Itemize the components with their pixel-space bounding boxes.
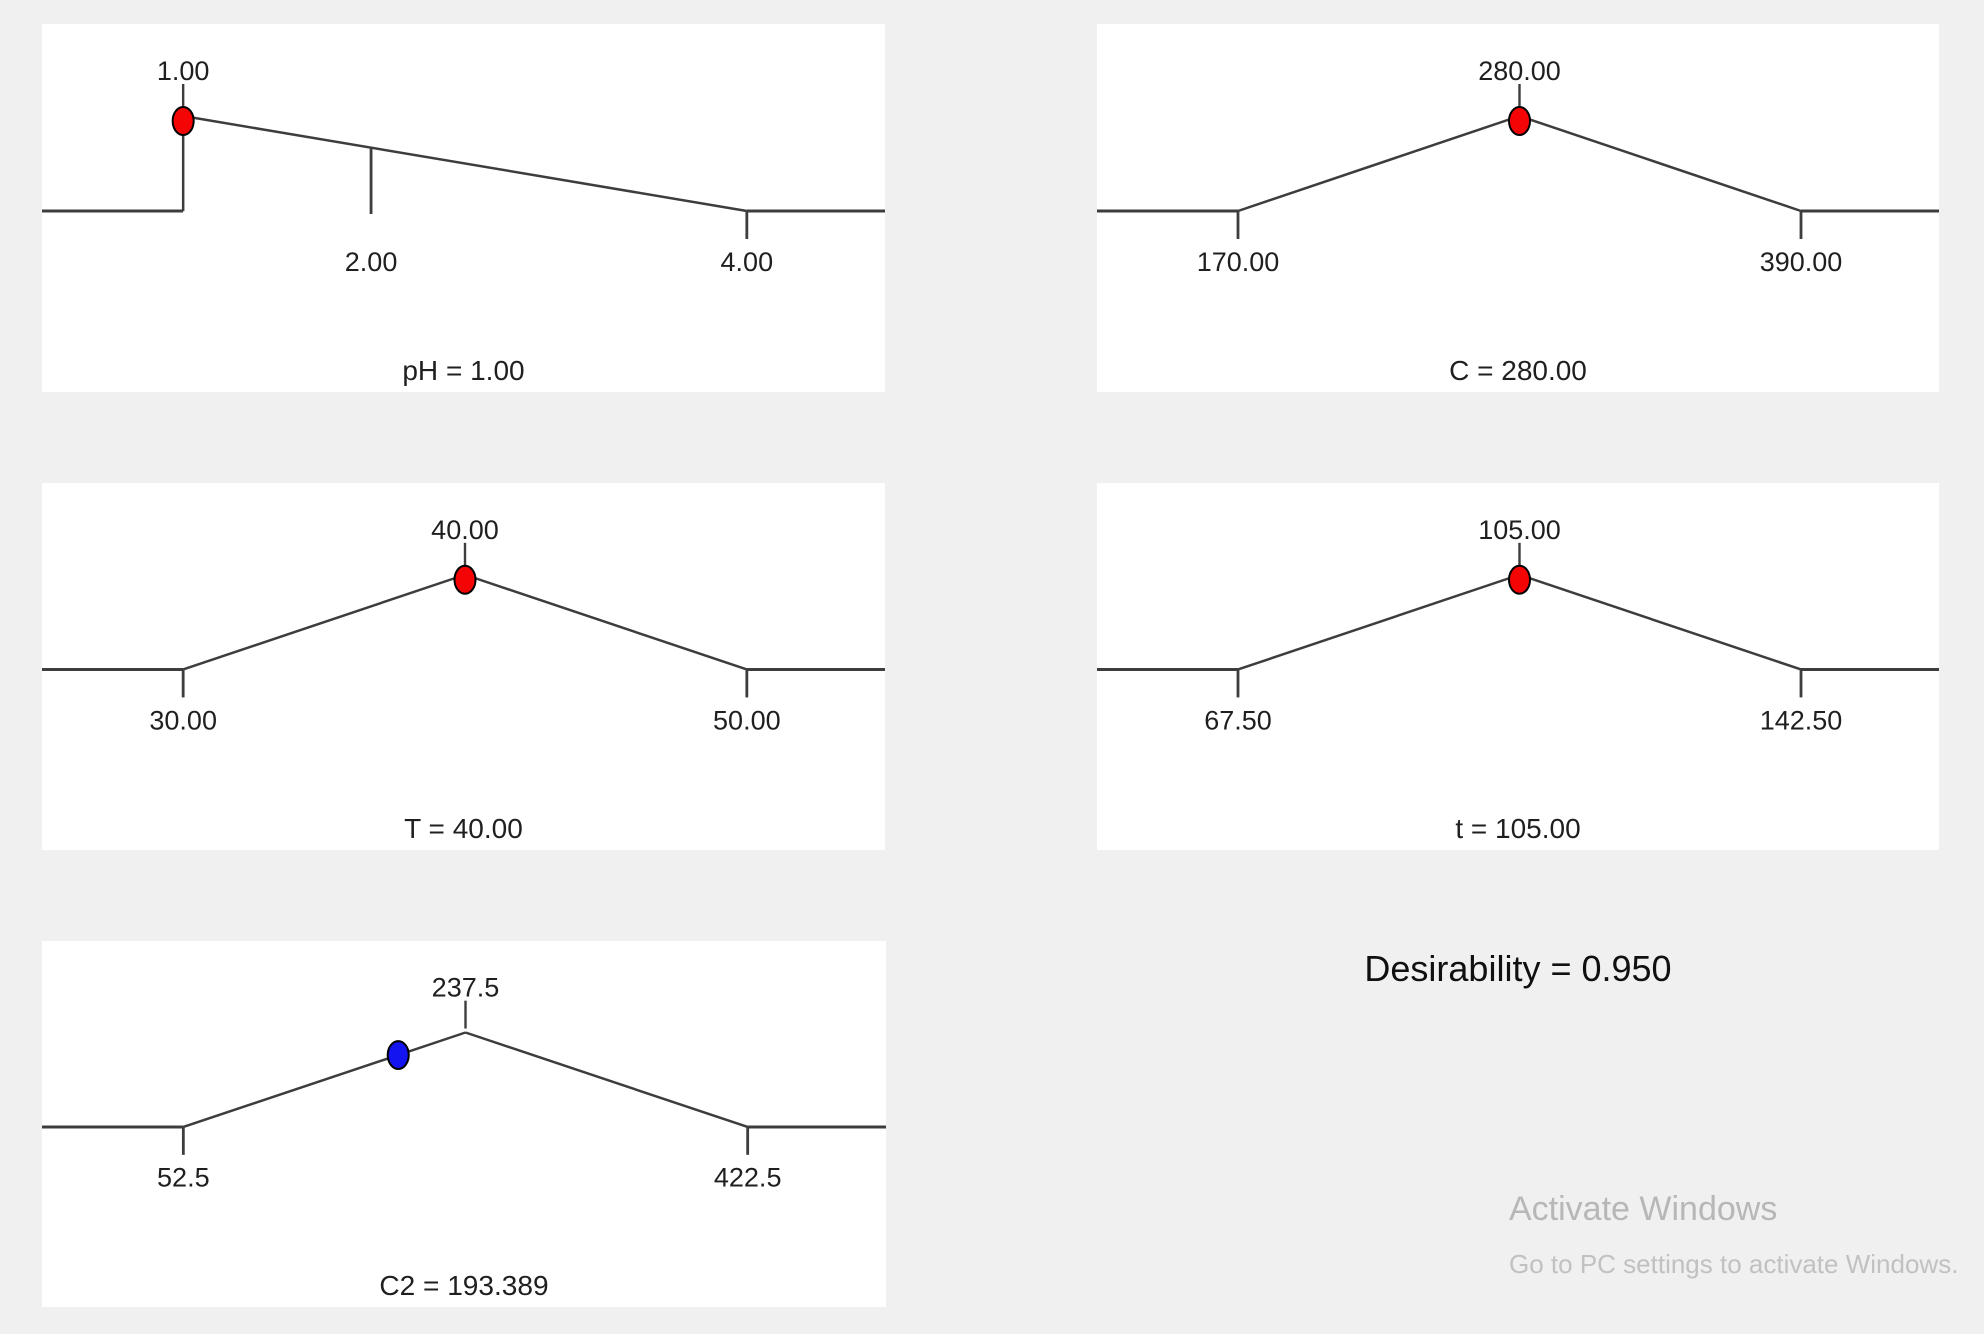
axis-tick-label: 4.00 bbox=[721, 247, 774, 277]
factor-value-label: t = 105.00 bbox=[1455, 813, 1580, 844]
factor-value-label: pH = 1.00 bbox=[402, 355, 524, 386]
ramp-chart-ph: 1.00 2.00 4.00 pH = 1.00 bbox=[42, 56, 885, 386]
ramp-panel-time-t: 105.00 67.50 142.50 t = 105.00 bbox=[1097, 483, 1939, 850]
windows-activation-watermark-subtitle: Go to PC settings to activate Windows. bbox=[1509, 1249, 1959, 1279]
ramp-down-line bbox=[464, 573, 748, 671]
windows-activation-watermark-title: Activate Windows bbox=[1509, 1190, 1778, 1228]
ramp-panel-ph: 1.00 2.00 4.00 pH = 1.00 bbox=[42, 24, 885, 392]
axis-tick-label: 67.50 bbox=[1204, 705, 1272, 735]
ramp-panel-c: 280.00 170.00 390.00 C = 280.00 bbox=[1097, 24, 1939, 392]
factor-value-label: T = 40.00 bbox=[404, 813, 523, 844]
factor-handle-dot[interactable] bbox=[453, 564, 477, 595]
axis-tick-label: 142.50 bbox=[1760, 705, 1843, 735]
ramp-up-line bbox=[182, 1031, 466, 1129]
ramp-up-line bbox=[1237, 114, 1520, 213]
peak-value-label: 237.5 bbox=[432, 973, 500, 1003]
axis-tick-label: 390.00 bbox=[1760, 247, 1843, 277]
ramp-down-line bbox=[1519, 114, 1802, 213]
factor-value-label: C = 280.00 bbox=[1449, 355, 1587, 386]
axis-tick-label: 422.5 bbox=[714, 1163, 782, 1193]
factor-value-label: C2 = 193.389 bbox=[379, 1270, 548, 1301]
ramp-down-line bbox=[182, 114, 748, 213]
peak-value-label: 40.00 bbox=[431, 515, 499, 545]
axis-tick-label: 52.5 bbox=[157, 1163, 210, 1193]
factor-handle-dot[interactable] bbox=[171, 106, 195, 136]
ramp-up-line bbox=[1237, 573, 1520, 671]
ramp-up-line bbox=[182, 573, 466, 671]
desirability-value: Desirability = 0.950 bbox=[1364, 948, 1672, 989]
ramp-chart-c: 280.00 170.00 390.00 C = 280.00 bbox=[1097, 56, 1939, 386]
peak-value-label: 105.00 bbox=[1478, 515, 1561, 545]
ramp-chart-c2: 237.5 52.5 422.5 C2 = 193.389 bbox=[42, 973, 886, 1301]
axis-tick-label: 2.00 bbox=[345, 247, 398, 277]
factor-handle-dot[interactable] bbox=[1508, 106, 1531, 136]
ramp-panel-temperature-t: 40.00 30.00 50.00 T = 40.00 bbox=[42, 483, 885, 850]
factor-handle-dot[interactable] bbox=[386, 1040, 410, 1070]
ramp-chart-t: 105.00 67.50 142.50 t = 105.00 bbox=[1097, 515, 1939, 844]
ramp-panel-c2: 237.5 52.5 422.5 C2 = 193.389 bbox=[42, 941, 886, 1307]
axis-tick-label: 30.00 bbox=[149, 705, 217, 735]
factor-handle-dot[interactable] bbox=[1508, 564, 1531, 595]
peak-value-label: 1.00 bbox=[157, 56, 210, 86]
axis-tick-label: 170.00 bbox=[1197, 247, 1280, 277]
ramp-down-line bbox=[465, 1031, 749, 1129]
ramp-down-line bbox=[1519, 573, 1802, 671]
ramp-chart-t: 40.00 30.00 50.00 T = 40.00 bbox=[42, 515, 885, 844]
peak-value-label: 280.00 bbox=[1478, 56, 1561, 86]
axis-tick-label: 50.00 bbox=[713, 705, 781, 735]
